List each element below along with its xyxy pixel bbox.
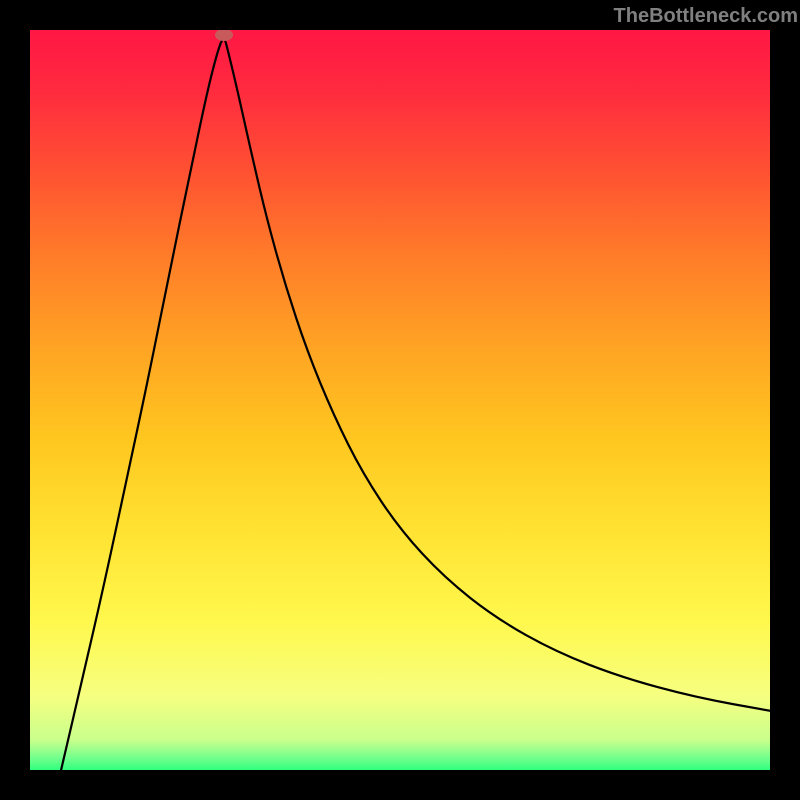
watermark: TheBottleneck.com bbox=[614, 5, 798, 28]
bottleneck-curve bbox=[61, 39, 770, 770]
curve-svg bbox=[30, 30, 770, 770]
plot-area bbox=[30, 30, 770, 770]
chart-container: TheBottleneck.com bbox=[0, 0, 800, 800]
